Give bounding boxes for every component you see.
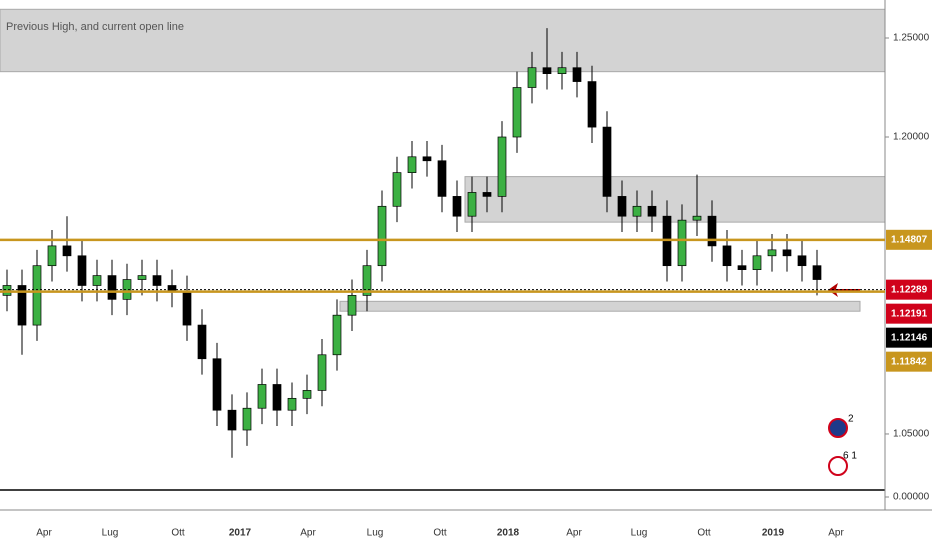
candle-body (137, 275, 147, 280)
candle-body (77, 255, 87, 286)
price-label-bg (886, 303, 932, 324)
y-tick-label: 1.20000 (893, 132, 930, 143)
x-tick-label: Lug (631, 528, 648, 539)
us-flag (828, 456, 848, 476)
badge: 6 1 (843, 451, 857, 462)
candle-body (617, 196, 627, 217)
candle-body (752, 255, 762, 270)
candle-body (122, 279, 132, 300)
eu-flag (828, 418, 848, 438)
candle-body (632, 205, 642, 217)
candle-body (782, 249, 792, 257)
candle-body (392, 172, 402, 207)
candle-body (257, 384, 267, 409)
y-tick-label: 1.25000 (893, 33, 930, 44)
price-label: 1.12289 (891, 284, 928, 295)
x-tick-label: Apr (566, 528, 582, 539)
zone (0, 8, 886, 73)
zone (339, 300, 861, 312)
zones (0, 8, 886, 312)
candle-body (92, 275, 102, 286)
price-label: 1.11842 (891, 356, 927, 367)
candle-body (602, 126, 612, 197)
price-label: 1.14807 (891, 234, 928, 245)
candle-body (557, 67, 567, 74)
candle-body (767, 249, 777, 257)
x-tick-label: Apr (36, 528, 52, 539)
x-tick-label: 2019 (762, 528, 785, 539)
candle-body (527, 67, 537, 88)
y-tick-label: 0.00000 (893, 492, 930, 503)
candle-body (512, 87, 522, 138)
candle-body (497, 136, 507, 197)
candle-body (332, 314, 342, 356)
candle-body (227, 409, 237, 431)
price-label: 1.12191 (891, 308, 928, 319)
price-label-bg (886, 327, 932, 348)
candle-body (347, 295, 357, 316)
candle-body (467, 192, 477, 217)
candle-body (302, 390, 312, 399)
candle-body (152, 275, 162, 286)
chart-title: Previous High, and current open line (6, 21, 184, 33)
candle-body (407, 156, 417, 173)
candle-body (377, 205, 387, 267)
candle-body (212, 358, 222, 411)
candle-body (272, 384, 282, 411)
candle-body (452, 196, 462, 217)
candle-body (737, 265, 747, 270)
candle-body (722, 245, 732, 267)
x-tick-label: Apr (300, 528, 316, 539)
candle-body (437, 160, 447, 197)
candle-body (317, 354, 327, 391)
x-tick-label: Lug (102, 528, 119, 539)
candle-body (482, 192, 492, 197)
candle-body (242, 407, 252, 431)
y-tick-label: 1.05000 (893, 429, 930, 440)
candle-body (362, 265, 372, 296)
price-label-bg (886, 351, 932, 372)
candle-body (707, 215, 717, 247)
x-tick-label: Ott (697, 528, 711, 539)
candle-body (182, 291, 192, 326)
x-tick-label: Apr (828, 528, 844, 539)
candle-body (692, 215, 702, 221)
candle-body (62, 245, 72, 257)
candle-body (587, 81, 597, 128)
candle-body (32, 265, 42, 326)
x-tick-label: Ott (171, 528, 185, 539)
zone (464, 176, 886, 223)
candle-body (197, 324, 207, 360)
x-tick-label: Lug (367, 528, 384, 539)
price-label-bg (886, 229, 932, 250)
candle-body (797, 255, 807, 267)
price-label-bg (886, 279, 932, 300)
badge: 2 (848, 414, 854, 425)
candle-body (647, 205, 657, 217)
candle-body (677, 219, 687, 267)
candle-body (107, 275, 117, 300)
candle-body (47, 245, 57, 267)
candle-body (542, 67, 552, 74)
candle-body (812, 265, 822, 280)
candle-body (17, 285, 27, 326)
candle-body (287, 397, 297, 411)
x-tick-label: 2017 (229, 528, 252, 539)
candle-body (572, 67, 582, 82)
x-tick-label: Ott (433, 528, 447, 539)
x-tick-label: 2018 (497, 528, 520, 539)
candle-body (422, 156, 432, 162)
price-label: 1.12146 (891, 332, 928, 343)
